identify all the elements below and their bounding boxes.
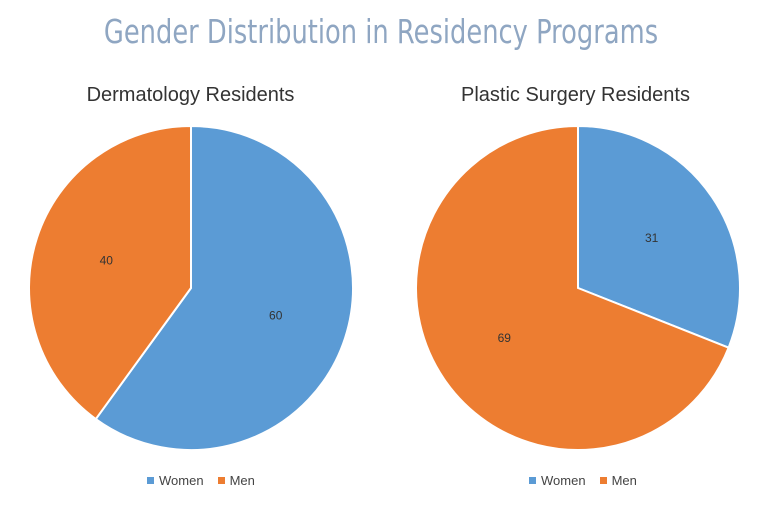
legend-label-men: Men (611, 472, 637, 488)
pie-slice-women (577, 124, 741, 349)
legend-item-women: Women (529, 473, 586, 488)
legend-plastic-surgery: Women Men (529, 472, 637, 488)
legend-label-women: Women (159, 472, 204, 488)
legend-label-women: Women (541, 472, 586, 488)
main-title: Gender Distribution in Residency Program… (103, 12, 659, 51)
legend-swatch-women (529, 476, 536, 484)
data-label-women: 60 (269, 309, 283, 323)
pie-slice-men (415, 124, 730, 451)
legend-swatch-men (217, 476, 225, 484)
chart-title-dermatology: Dermatology Residents (86, 84, 295, 106)
legend-dermatology: Women Men (147, 472, 255, 488)
pie-slice-women (94, 124, 354, 451)
legend-item-women: Women (147, 473, 204, 488)
legend-swatch-men (599, 476, 607, 484)
data-label-men: 69 (498, 331, 512, 345)
legend-label-men: Men (229, 472, 255, 488)
legend-item-men: Men (599, 472, 637, 488)
data-label-women: 31 (645, 231, 659, 245)
data-label-men: 40 (100, 253, 114, 267)
chart-title-plastic-surgery: Plastic Surgery Residents (461, 84, 690, 106)
pie-chart-plastic-surgery: 31 69 (415, 124, 741, 451)
pie-chart-dermatology: 60 40 (28, 124, 354, 451)
pie-slice-men (28, 124, 192, 421)
legend-swatch-women (147, 476, 154, 484)
legend-item-men: Men (217, 472, 255, 488)
